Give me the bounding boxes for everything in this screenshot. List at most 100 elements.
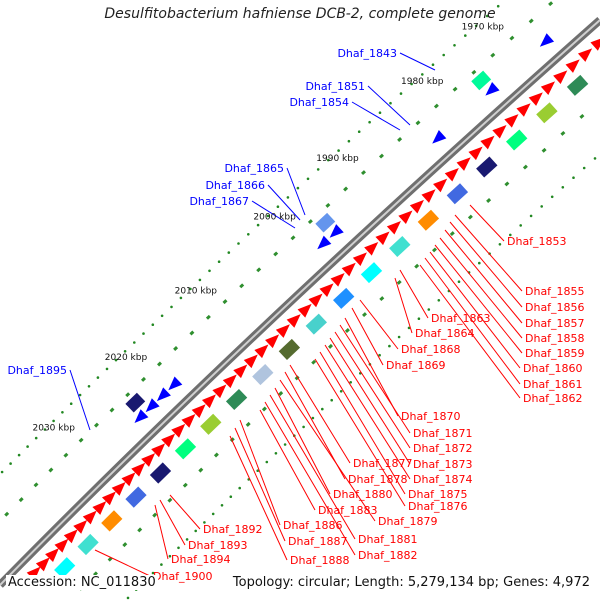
position-dot (170, 305, 173, 309)
gc-skew-mark (344, 328, 350, 333)
leader-line (351, 101, 401, 131)
forward-gene-arrow (308, 293, 323, 308)
leader-line (344, 317, 399, 417)
gc-skew-mark (205, 314, 211, 320)
position-dot (229, 495, 233, 499)
reverse-gene-arrow (485, 82, 500, 96)
gc-skew-mark (157, 361, 162, 367)
position-dot (453, 44, 456, 47)
feature-block (566, 74, 589, 96)
gene-label: Dhaf_1886 (283, 519, 343, 532)
gene-label: Dhaf_1877 (353, 457, 413, 470)
forward-gene-arrow (433, 178, 448, 193)
gc-skew-mark (471, 69, 477, 75)
forward-gene-arrow (444, 167, 459, 182)
leader-line (324, 344, 411, 480)
position-dot (464, 34, 467, 37)
gc-skew-mark (213, 452, 219, 458)
gc-skew-mark (311, 359, 317, 365)
gc-skew-mark (198, 467, 204, 473)
gene-label: Dhaf_1869 (386, 359, 446, 372)
gc-skew-mark (18, 497, 24, 503)
position-dot (211, 512, 215, 516)
position-dot (61, 411, 64, 414)
position-dot (194, 529, 197, 533)
forward-gene-arrow (480, 135, 495, 150)
position-dot (296, 186, 300, 190)
leader-line (251, 200, 296, 229)
position-dot (410, 82, 413, 86)
position-dot (283, 443, 287, 446)
leader-line (399, 269, 429, 319)
position-dot (256, 469, 260, 473)
position-dot (189, 287, 192, 291)
feature-track (54, 70, 589, 579)
forward-gene-arrow (421, 189, 436, 203)
gc-skew-mark (579, 113, 585, 119)
gc-skew-mark (432, 247, 437, 253)
gene-label: Dhaf_1863 (431, 312, 491, 325)
feature-block (54, 557, 76, 579)
forward-gene-arrow (468, 146, 483, 161)
forward-gene-arrow (375, 231, 390, 246)
gc-skew-mark (222, 299, 228, 305)
gc-skew-mark (452, 86, 458, 92)
feature-block (389, 235, 411, 258)
gc-skew-mark (122, 542, 128, 548)
position-dot (339, 390, 343, 393)
gc-skew-mark (397, 137, 403, 142)
leader-line (351, 307, 384, 366)
tick-label: 2010 kbp (175, 286, 218, 296)
position-dot (397, 335, 401, 339)
leader-line (314, 358, 406, 507)
position-dot (316, 168, 320, 171)
position-dot (389, 101, 392, 105)
forward-gene-arrow (171, 423, 186, 438)
gc-skew-mark (414, 263, 420, 269)
position-dot (151, 323, 155, 327)
gc-skew-mark (290, 235, 296, 241)
leader-line (267, 184, 301, 221)
reverse-gene-arrow (317, 235, 332, 250)
position-dot (78, 393, 82, 397)
position-dot (327, 158, 330, 162)
forward-gene-arrow (161, 433, 176, 448)
feature-block (476, 156, 498, 178)
forward-gene-arrow (191, 404, 206, 418)
position-dot (561, 186, 565, 189)
position-dot (87, 385, 91, 388)
gc-skew-mark (325, 202, 331, 208)
gc-skew-mark (261, 406, 267, 412)
position-dot (306, 177, 310, 181)
gc-skew-mark (548, 1, 554, 7)
forward-gene-arrow (540, 81, 556, 95)
leader-line (279, 379, 376, 522)
position-dot (265, 460, 269, 464)
forward-gene-arrow (364, 241, 379, 256)
feature-block (536, 102, 558, 124)
forward-gene-arrow (73, 519, 88, 534)
gene-label: Dhaf_1870 (401, 410, 461, 423)
feature-block (200, 413, 222, 435)
gene-label: Dhaf_1876 (408, 500, 468, 513)
position-dot (217, 260, 221, 264)
reverse-gene-arrow (156, 387, 171, 402)
genome-backbone (0, 17, 600, 588)
position-dot (347, 139, 351, 143)
leader-line (239, 419, 281, 526)
feature-block (125, 486, 147, 508)
position-dot (9, 462, 12, 465)
forward-gene-arrow (254, 344, 269, 359)
leader-line (469, 204, 505, 242)
forward-gene-arrow (45, 548, 59, 563)
position-dot (431, 63, 435, 66)
leader-line (159, 499, 186, 546)
gene-label: Dhaf_1887 (288, 535, 348, 548)
gene-label: Dhaf_1862 (523, 392, 583, 405)
feature-block (417, 209, 440, 231)
position-dot (529, 214, 533, 218)
forward-gene-arrow (297, 303, 312, 318)
tick-label: 2020 kbp (105, 353, 148, 363)
gc-skew-mark (396, 279, 402, 285)
